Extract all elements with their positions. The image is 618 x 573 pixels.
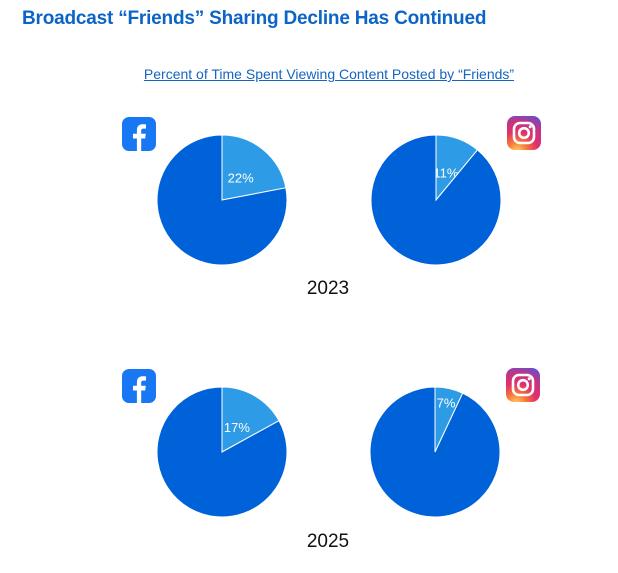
pie-2-friends-slice <box>221 386 280 453</box>
pie-1-other-slice <box>370 134 502 266</box>
chart-subtitle[interactable]: Percent of Time Spent Viewing Content Po… <box>143 66 515 82</box>
pie-2-data-label: 17% <box>224 420 250 435</box>
pie-0-data-label: 22% <box>228 170 254 185</box>
pie-3-other-slice <box>369 386 501 518</box>
chart-title: Broadcast “Friends” Sharing Decline Has … <box>22 8 487 29</box>
year-label-2025: 2025 <box>307 531 349 552</box>
pie-0-friends-slice <box>221 134 287 201</box>
pie-3-data-label: 7% <box>437 396 456 411</box>
pie-0-other-slice <box>156 134 288 266</box>
facebook-icon <box>122 117 156 151</box>
facebook-icon <box>122 369 156 403</box>
pie-1-data-label: 11% <box>433 165 458 180</box>
instagram-icon <box>507 116 541 150</box>
year-label-2023: 2023 <box>307 278 349 299</box>
instagram-icon <box>506 368 540 402</box>
pie-2-other-slice <box>156 386 288 518</box>
